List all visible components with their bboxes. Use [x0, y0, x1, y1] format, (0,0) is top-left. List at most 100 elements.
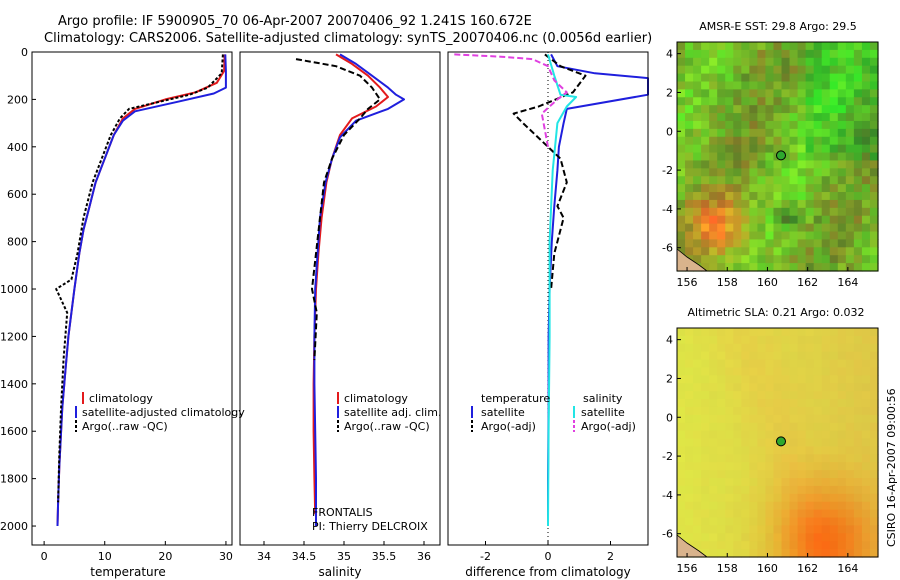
- heatmap-cell: [741, 176, 750, 185]
- heatmap-cell: [765, 207, 775, 217]
- heatmap-cell: [813, 328, 823, 337]
- salinity-axes-frame: [239, 51, 441, 546]
- heatmap-cell: [701, 517, 710, 527]
- heatmap-cell: [789, 199, 799, 209]
- heatmap-cell: [733, 73, 742, 83]
- heatmap-cell: [797, 113, 807, 122]
- heatmap-cell: [805, 399, 815, 408]
- heatmap-cell: [701, 438, 710, 448]
- heatmap-cell: [845, 422, 855, 432]
- heatmap-cell: [725, 549, 734, 558]
- heatmap-cell: [773, 335, 783, 345]
- heatmap-cell: [869, 239, 879, 248]
- y-tick-label: 600: [7, 188, 28, 201]
- heatmap-cell: [701, 422, 710, 432]
- lat-tick-label: -4: [662, 203, 673, 216]
- heatmap-cell: [837, 359, 847, 369]
- heatmap-cell: [685, 525, 694, 534]
- heatmap-cell: [741, 493, 750, 503]
- heatmap-cell: [781, 343, 791, 353]
- heatmap-cell: [757, 454, 767, 463]
- heatmap-cell: [741, 184, 750, 193]
- heatmap-cell: [853, 136, 863, 146]
- heatmap-cell: [869, 120, 879, 130]
- heatmap-cell: [773, 97, 783, 106]
- heatmap-cell: [733, 335, 742, 345]
- heatmap-cell: [837, 160, 847, 169]
- heatmap-cell: [709, 144, 718, 154]
- heatmap-cell: [797, 541, 807, 550]
- heatmap-cell: [773, 49, 783, 59]
- heatmap-cell: [797, 168, 807, 177]
- heatmap-cell: [805, 493, 815, 503]
- heatmap-cell: [725, 541, 734, 550]
- heatmap-cell: [845, 81, 855, 90]
- heatmap-cell: [845, 328, 855, 337]
- y-tick-label: 1000: [0, 283, 28, 296]
- heatmap-cell: [709, 406, 718, 416]
- lat-tick-label: -2: [662, 164, 673, 177]
- heatmap-cell: [733, 215, 742, 225]
- heatmap-cell: [821, 501, 831, 511]
- heatmap-cell: [837, 89, 847, 98]
- heatmap-cell: [757, 199, 767, 209]
- lat-tick-label: -4: [662, 489, 673, 502]
- heatmap-cell: [845, 65, 855, 75]
- heatmap-cell: [701, 136, 710, 146]
- heatmap-cell: [725, 533, 734, 542]
- heatmap-cell: [741, 525, 750, 534]
- heatmap-cell: [741, 541, 750, 550]
- heatmap-cell: [765, 136, 775, 146]
- heatmap-cell: [717, 239, 726, 248]
- heatmap-cell: [685, 414, 694, 424]
- heatmap-cell: [821, 454, 831, 463]
- heatmap-cell: [757, 184, 767, 193]
- heatmap-cell: [829, 446, 839, 455]
- x-tick-label: 2: [607, 550, 614, 563]
- heatmap-cell: [861, 517, 871, 527]
- heatmap-cell: [781, 383, 791, 392]
- heatmap-cell: [837, 454, 847, 463]
- heatmap-cell: [725, 501, 734, 511]
- heatmap-cell: [845, 136, 855, 146]
- heatmap-cell: [725, 454, 734, 463]
- heatmap-cell: [845, 215, 855, 225]
- heatmap-cell: [677, 97, 686, 106]
- heatmap-cell: [701, 184, 710, 193]
- heatmap-cell: [741, 192, 750, 201]
- heatmap-cell: [853, 493, 863, 503]
- heatmap-cell: [813, 478, 823, 487]
- heatmap-cell: [821, 391, 831, 400]
- heatmap-cell: [821, 168, 831, 177]
- difference-series-sat_s-line: [547, 54, 578, 527]
- heatmap-cell: [797, 391, 807, 400]
- heatmap-cell: [765, 478, 775, 487]
- x-tick-label: 35: [337, 550, 351, 563]
- heatmap-cell: [773, 239, 783, 248]
- heatmap-cell: [829, 509, 839, 519]
- sla-map-title: Altimetric SLA: 0.21 Argo: 0.032: [687, 306, 864, 319]
- heatmap-cell: [693, 160, 702, 169]
- heatmap-cell: [797, 49, 807, 59]
- heatmap-cell: [805, 160, 815, 169]
- heatmap-cell: [677, 239, 686, 248]
- heatmap-cell: [829, 223, 839, 233]
- heatmap-cell: [725, 192, 734, 201]
- heatmap-cell: [869, 160, 879, 169]
- heatmap-cell: [749, 207, 758, 217]
- heatmap-cell: [869, 454, 879, 463]
- heatmap-cell: [797, 65, 807, 75]
- heatmap-cell: [869, 192, 879, 201]
- heatmap-cell: [853, 375, 863, 384]
- heatmap-cell: [765, 493, 775, 503]
- heatmap-cell: [845, 152, 855, 162]
- heatmap-cell: [741, 113, 750, 122]
- heatmap-cell: [717, 335, 726, 345]
- heatmap-cell: [677, 391, 686, 400]
- heatmap-cell: [869, 207, 879, 217]
- heatmap-cell: [685, 89, 694, 98]
- heatmap-cell: [717, 49, 726, 59]
- heatmap-cell: [741, 73, 750, 83]
- lat-tick-label: 2: [666, 86, 673, 99]
- heatmap-cell: [845, 199, 855, 209]
